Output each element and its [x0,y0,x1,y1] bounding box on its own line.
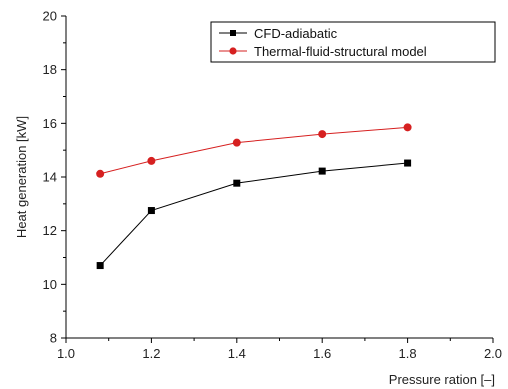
data-point [147,156,156,165]
data-point [232,138,241,147]
data-point [96,169,105,178]
data-point [403,123,412,132]
series-layer [96,123,412,270]
y-tick-label: 18 [43,62,57,77]
axes: 1.0 1.2 1.4 1.6 1.8 2.0 8 10 12 14 16 18 20 [43,9,503,362]
x-tick-label: 1.2 [142,346,160,361]
legend-box [210,21,496,63]
x-tick-label: 2.0 [484,346,502,361]
data-point [233,179,241,187]
y-tick-label: 16 [43,116,57,131]
data-point [404,159,412,167]
x-tick-label: 1.8 [399,346,417,361]
legend-marker-cfd [230,30,236,36]
legend-marker-thermal [229,47,237,55]
y-axis-title: Heat generation [kW] [14,116,29,238]
data-point [318,167,326,175]
data-point [318,130,327,139]
series-line-0 [99,162,408,266]
x-axis-title: Pressure ration [–] [389,372,495,387]
x-tick-label: 1.6 [313,346,331,361]
x-tick-label: 1.0 [57,346,75,361]
y-tick-label: 14 [43,170,57,185]
y-tick-label: 10 [43,277,57,292]
y-tick-label: 12 [43,223,57,238]
data-point [96,262,104,270]
data-point [147,207,155,215]
y-tick-label: 8 [50,331,57,346]
series-line-1 [100,126,408,175]
legend-label-thermal: Thermal-fluid-structural model [254,44,427,59]
y-tick-label: 20 [43,9,57,24]
legend: CFD-adiabatic Thermal-fluid-structural m… [210,21,496,63]
legend-label-cfd: CFD-adiabatic [254,26,338,41]
x-tick-label: 1.4 [228,346,246,361]
